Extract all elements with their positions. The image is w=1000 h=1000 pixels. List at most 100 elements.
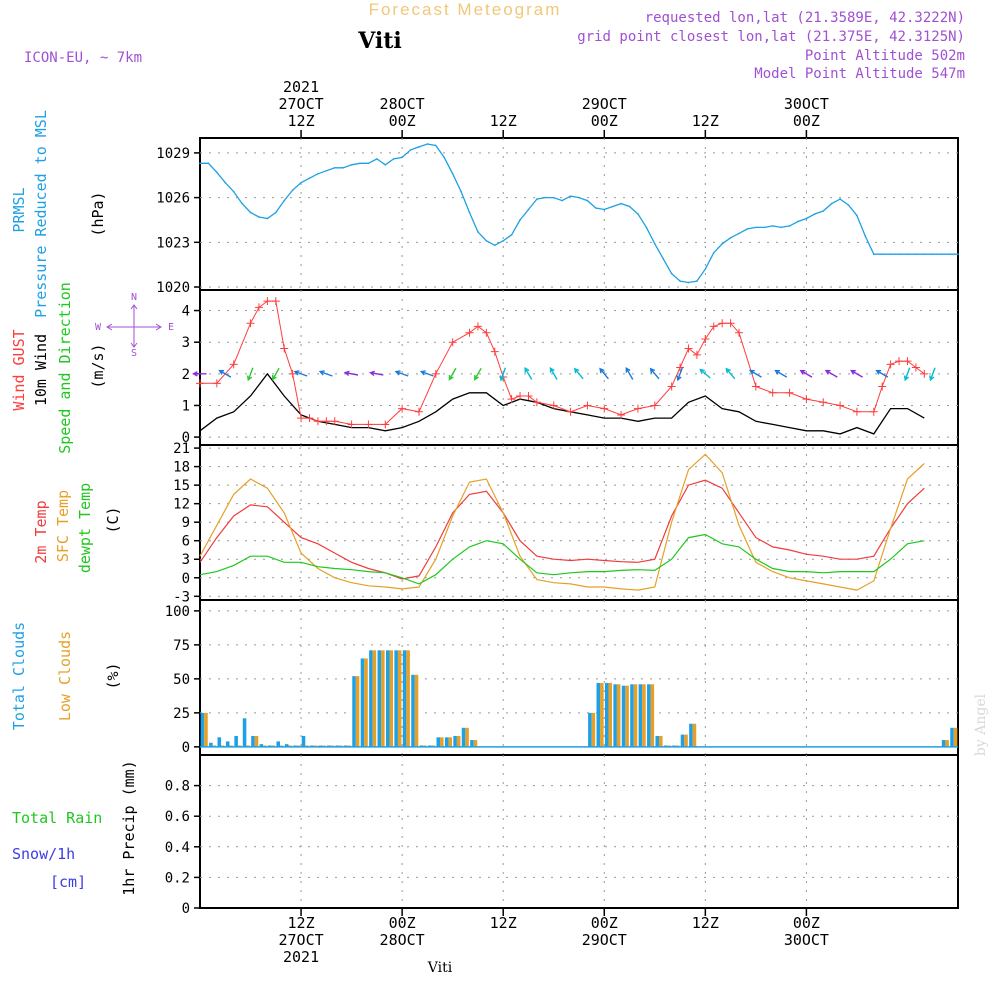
wind-direction-arrow xyxy=(192,371,207,377)
pressure-point xyxy=(249,211,252,214)
wind-gust-point xyxy=(869,407,878,416)
wind-gust-point xyxy=(566,407,575,416)
wind-gust-point xyxy=(507,395,516,404)
pressure-point xyxy=(578,196,580,199)
top-time-label: 12Z xyxy=(288,112,315,130)
model-altitude: Model Point Altitude 547m xyxy=(754,66,965,82)
pressure-ticks: 1020 1023 1026 1029 xyxy=(156,146,200,296)
wind-gust-point xyxy=(313,417,322,426)
temp-ytick-label: 12 xyxy=(173,497,190,513)
bottom-time-label: 00Z xyxy=(793,914,820,932)
pressure-point xyxy=(839,198,841,200)
temp-dewpt-line xyxy=(199,533,925,585)
cloud-low-bar xyxy=(397,650,402,747)
precip-label-snow: Snow/1h xyxy=(12,845,75,863)
wind-gust-point xyxy=(802,395,811,404)
wind-gust-point xyxy=(263,297,272,306)
cloud-total-bar xyxy=(647,684,651,747)
wind-direction-arrow xyxy=(524,366,533,380)
wind-gust-point xyxy=(196,379,204,388)
cloud-total-bar xyxy=(369,650,373,747)
bottom-time-label: 00Z xyxy=(389,914,416,932)
pressure-point xyxy=(755,226,757,229)
wind-gust-point xyxy=(878,382,887,391)
wind-gust-point xyxy=(448,338,457,347)
precip-ytick-label: 0.8 xyxy=(165,779,190,795)
pressure-point xyxy=(477,231,479,233)
cloud-total-bar xyxy=(352,676,356,747)
precip-frame xyxy=(199,754,959,909)
pressure-point xyxy=(325,169,328,172)
pressure-point xyxy=(460,190,462,193)
wind-gust-point xyxy=(473,322,482,331)
pressure-label-msl: Pressure Reduced to MSL xyxy=(32,110,50,318)
wind-gust-point xyxy=(288,369,297,378)
wind-gust-point xyxy=(297,414,306,423)
cloud-total-bar xyxy=(621,685,626,747)
wind-gust-point xyxy=(516,391,525,400)
temp-label-dewpt: dewpt Temp xyxy=(76,483,94,573)
pressure-line xyxy=(200,143,958,284)
temp-ytick-label: 9 xyxy=(182,515,190,531)
precip-unit: 1hr Precip (mm) xyxy=(120,760,138,895)
top-time-label: 30OCT xyxy=(784,95,829,113)
wind-gust-point xyxy=(768,388,777,397)
pressure-point xyxy=(805,217,808,220)
wind-direction-arrow xyxy=(394,370,409,377)
pressure-point xyxy=(729,237,732,239)
wind-ticks: 0 1 2 3 4 xyxy=(182,304,200,446)
cloud-ytick-label: 25 xyxy=(173,706,190,722)
panel-clouds: 0 25 50 75 100 xyxy=(165,599,959,756)
pressure-point xyxy=(291,189,294,191)
pressure-point xyxy=(915,253,917,256)
pressure-point xyxy=(266,217,269,220)
cloud-low-bar xyxy=(406,650,410,747)
wind-labels: Wind GUST 10m Wind Speed and Direction (… xyxy=(10,282,174,454)
cloud-total-bar xyxy=(234,735,238,747)
cloud-ticks: 0 25 50 75 100 xyxy=(165,604,200,756)
pressure-ytick-label: 1020 xyxy=(156,280,190,296)
wind-direction-arrow xyxy=(271,367,280,381)
cloud-total-bar xyxy=(613,684,617,747)
bottom-time-label: 12Z xyxy=(490,914,517,932)
compass-south: S xyxy=(131,348,137,359)
pressure-point xyxy=(814,213,816,215)
credit-watermark: by Angel xyxy=(973,693,989,756)
precip-ytick-label: 0 xyxy=(182,901,190,917)
temp-ytick-label: 6 xyxy=(182,534,190,550)
cloud-low-bar xyxy=(633,684,638,747)
wind-direction-arrow xyxy=(850,369,863,378)
wind-gust-point xyxy=(819,398,828,407)
cloud-total-bar xyxy=(941,740,946,747)
pressure-point xyxy=(485,240,488,242)
wind-gust-point xyxy=(490,347,499,356)
cloud-label-total: Total Clouds xyxy=(10,622,28,730)
temp-ticks: -3 0 3 6 9 12 15 18 21 xyxy=(173,441,200,605)
bottom-time-label: 30OCT xyxy=(784,931,829,949)
wind-10m-line xyxy=(199,372,925,435)
wind-gust-point xyxy=(246,319,255,328)
cloud-total-bar xyxy=(444,737,449,747)
cloud-low-bar xyxy=(364,658,368,747)
wind-gust-point xyxy=(431,369,440,378)
wind-direction-arrow xyxy=(369,370,384,377)
cloud-total-bar xyxy=(301,735,306,747)
cloud-low-bar xyxy=(591,712,596,747)
cloud-total-bar xyxy=(402,650,407,747)
pressure-point xyxy=(308,177,311,180)
pressure-point xyxy=(679,280,681,282)
wind-label-10m: 10m Wind xyxy=(32,334,50,406)
cloud-total-bar xyxy=(950,727,954,747)
wind-gust-point xyxy=(254,303,263,312)
cloud-ytick-label: 0 xyxy=(182,740,190,756)
cloud-low-bar xyxy=(355,676,360,747)
cloud-label-low: Low Clouds xyxy=(56,631,74,721)
wind-gust-point xyxy=(330,417,339,426)
pressure-point xyxy=(931,253,934,256)
wind-gust-point xyxy=(364,420,373,429)
pressure-point xyxy=(241,202,243,205)
cloud-total-bar xyxy=(242,718,247,747)
cloud-low-bar xyxy=(372,650,377,747)
cloud-total-bar xyxy=(588,712,592,747)
wind-gust-point xyxy=(701,335,710,344)
